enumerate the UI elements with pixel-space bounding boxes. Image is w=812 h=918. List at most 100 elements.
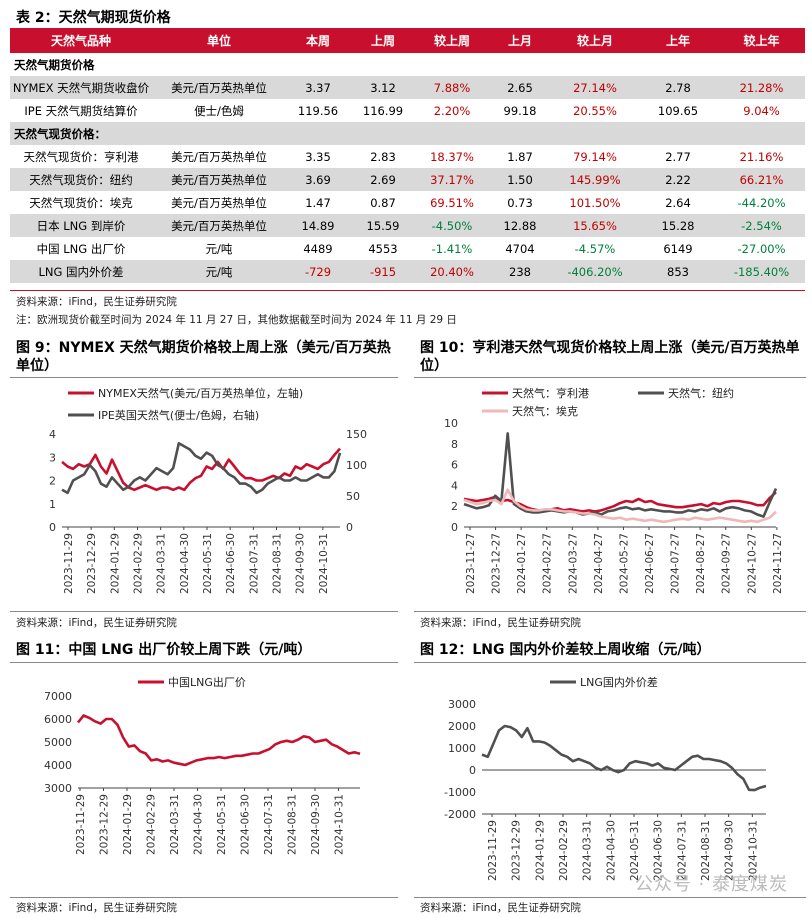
table-cell-last-year: 2.78 (638, 76, 718, 99)
x-tick-label: 2023-12-27 (491, 533, 503, 594)
table-cell-wow: 69.51% (430, 195, 474, 210)
table-cell-unit: 便士/色姆 (194, 103, 244, 118)
table-cell-yoy: 21.28% (718, 76, 805, 99)
y-tick-label: 3000 (448, 698, 476, 711)
table-cell-yoy: 21.16% (739, 149, 784, 164)
series-line-2 (463, 432, 778, 518)
table-cell-yoy: -2.54% (718, 214, 805, 237)
table-row: 天然气现货价：纽约 美元/百万英热单位 3.69 2.69 37.17% 1.50 145.… (10, 168, 805, 191)
x-tick-label: 2024-07-31 (263, 794, 275, 855)
x-tick-label: 2024-10-27 (746, 533, 758, 594)
table-cell-yoy: 66.21% (718, 168, 805, 191)
y-tick-label: 6 (451, 459, 458, 472)
x-tick-label: 2024-08-31 (700, 820, 712, 881)
table-cell-cur: 14.89 (286, 214, 350, 237)
table-cell-name: NYMEX 天然气期货收盘价 (10, 76, 152, 99)
table-cell-last-week: 2.69 (350, 168, 416, 191)
y-tick-label: 4 (451, 479, 458, 492)
table-cell-yoy: 9.04% (743, 103, 780, 118)
section-label: 天然气期货价格 (10, 53, 805, 76)
table-title: 表 2：天然气期现货价格 (16, 10, 171, 26)
x-tick-label: 2024-06-30 (240, 794, 252, 855)
table-cell-mom: 101.50% (569, 195, 621, 210)
table-cell-unit: 美元/百万英热单位 (171, 149, 267, 164)
x-tick-label: 2023-12-29 (99, 794, 111, 855)
y-tick-label: 2 (451, 500, 458, 513)
table-cell-name: 日本 LNG 到岸价 (10, 214, 152, 237)
y-tick-label: 1 (49, 498, 56, 511)
x-tick-label: 2024-04-30 (179, 533, 191, 594)
table-cell-unit: 元/吨 (205, 241, 233, 256)
x-tick-label: 2024-02-29 (146, 794, 158, 855)
x-tick-label: 2024-09-30 (310, 794, 322, 855)
y-tick-label: 4 (49, 428, 56, 441)
table-cell-name: 天然气现货价：纽约 (10, 168, 152, 191)
table-cell-unit: 美元/百万英热单位 (152, 214, 286, 237)
section-label: 天然气现货价格： (10, 122, 805, 145)
y-right-tick-label: 50 (346, 490, 360, 503)
table-cell-last-month: 99.18 (503, 103, 537, 118)
table-cell-cur: 3.37 (286, 76, 350, 99)
series-line-3 (463, 488, 777, 524)
table-cell-name: IPE 天然气期货结算价 (24, 103, 138, 118)
x-tick-label: 2024-03-31 (582, 820, 594, 881)
series-line-2 (61, 442, 342, 495)
table-cell-last-year: 6149 (663, 241, 693, 256)
table-cell-last-month: 4704 (505, 241, 535, 256)
header-cell: 较上月 (552, 28, 638, 53)
legend-label: 天然气：亨利港 (512, 386, 589, 400)
chart-rule (10, 611, 398, 612)
table-cell-mom: 20.55% (573, 103, 617, 118)
table-cell-mom: 27.14% (552, 76, 638, 99)
y-right-tick-label: 150 (346, 428, 367, 441)
y-tick-label: 1000 (448, 742, 476, 755)
header-cell: 本周 (286, 28, 350, 53)
table-cell-last-week: 116.99 (362, 103, 404, 118)
x-tick-label: 2024-05-31 (202, 533, 214, 594)
table-row: NYMEX 天然气期货收盘价 美元/百万英热单位 3.37 3.12 7.88% 2.65… (10, 76, 805, 99)
table-cell-cur: 3.35 (305, 149, 331, 164)
table-cell-last-week: 3.12 (350, 76, 416, 99)
table-cell-last-year: 109.65 (657, 103, 699, 118)
table-cell-yoy: -185.40% (718, 260, 805, 283)
chart-title-fig12: 图 12：LNG 国内外价差较上周收缩（元/吨） (420, 642, 711, 658)
table-cell-yoy: -44.20% (737, 195, 786, 210)
x-tick-label: 2024-03-31 (156, 533, 168, 594)
chart-fig11: 3000 4000 5000 6000 7000 2023-11-29 2023-12-29… (44, 675, 361, 855)
x-tick-label: 2024-07-27 (670, 533, 682, 594)
table-cell-last-month: 1.87 (507, 149, 533, 164)
chart-fig10: 0 2 4 6 8 10 2023-11-27 2023-12-27 2024-01-27 202… (444, 386, 784, 594)
x-tick-label: 2024-01-27 (516, 533, 528, 594)
series-line-1 (76, 714, 361, 767)
legend-label: IPE英国天然气(便士/色姆，右轴) (98, 408, 259, 422)
table-cell-wow: -1.41% (431, 241, 473, 256)
table-cell-wow: 37.17% (416, 168, 488, 191)
x-tick-label: 2024-04-27 (593, 533, 605, 594)
header-cell: 单位 (152, 28, 286, 53)
table-cell-mom: 79.14% (573, 149, 617, 164)
chart-fig9: 0 1 2 3 4 0 50 100 150 2023-11-29 2023-12-29 2024-0… (49, 386, 367, 594)
y-tick-label: 2 (49, 475, 56, 488)
table-source: 资料来源：iFind，民生证券研究院 (16, 296, 177, 308)
x-tick-label: 2024-06-30 (653, 820, 665, 881)
y-tick-label: 6000 (44, 713, 72, 726)
x-tick-label: 2023-11-29 (63, 533, 75, 594)
x-tick-label: 2024-08-31 (272, 533, 284, 594)
x-tick-label: 2024-11-27 (772, 533, 784, 594)
table-cell-last-month: 0.73 (507, 195, 533, 210)
legend-label: 天然气：埃克 (512, 404, 578, 418)
x-tick-label: 2023-12-29 (511, 820, 523, 881)
table-row: LNG 国内外价差 元/吨 -729 -915 20.40% 238 -406.20% 853… (10, 260, 805, 283)
table-cell-wow: 18.37% (430, 149, 474, 164)
y-tick-label: 4000 (44, 759, 72, 772)
table-row: 日本 LNG 到岸价 美元/百万英热单位 14.89 15.59 -4.50% 12.88… (10, 214, 805, 237)
table-section-row: 天然气期货价格 (10, 53, 805, 76)
legend-label: 天然气：纽约 (668, 386, 734, 400)
table-row: IPE 天然气期货结算价 便士/色姆 119.56 116.99 2.20% 99.18 2… (10, 99, 805, 122)
x-tick-label: 2024-02-29 (558, 820, 570, 881)
chart-title-fig11: 图 11：中国 LNG 出厂价较上周下跌（元/吨） (16, 642, 312, 658)
y-tick-label: -2000 (444, 808, 476, 821)
series-line-1 (481, 724, 767, 792)
chart-rule (414, 897, 806, 898)
x-tick-label: 2024-06-30 (225, 533, 237, 594)
